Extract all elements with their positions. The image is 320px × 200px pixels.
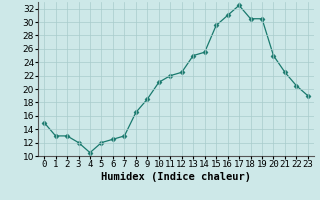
X-axis label: Humidex (Indice chaleur): Humidex (Indice chaleur) [101,172,251,182]
